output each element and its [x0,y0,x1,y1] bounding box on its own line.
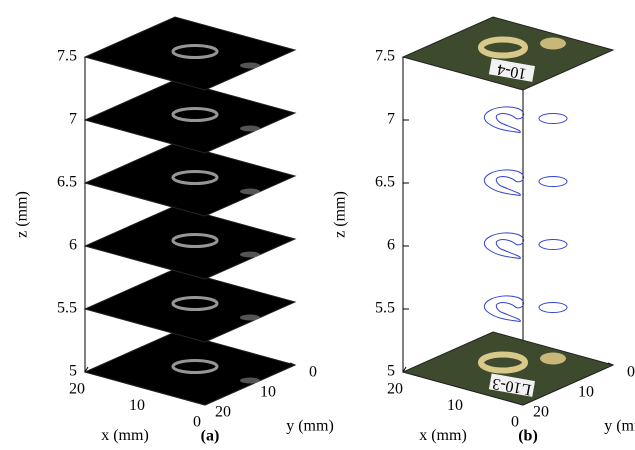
x-tick-label: 10 [129,397,145,414]
tissue [240,378,260,384]
contour [539,177,567,187]
image-slice [85,206,295,279]
image-slice [85,143,295,216]
z-tick-label: 6.5 [57,174,77,191]
z-tick-label: 5 [69,363,77,380]
y-tick-label: 10 [260,384,276,401]
z-tick-label: 5 [387,363,395,380]
image-slice [85,80,295,153]
y-tick-label: 0 [309,364,317,381]
y-axis-label: y (mm) [286,418,334,435]
panel-label: (b) [518,428,538,445]
z-tick-label: 6 [69,237,77,254]
z-tick-label: 5.5 [57,300,77,317]
tissue [240,189,260,195]
z-tick-label: 6 [387,237,395,254]
z-tick-label: 7.5 [375,48,395,65]
tissue [240,63,260,69]
contour [484,107,523,133]
z-tick-label: 7 [387,111,395,128]
contour [484,170,523,196]
z-tick-label: 5.5 [375,300,395,317]
z-axis-label: z (mm) [332,191,349,238]
x-tick-label: 20 [69,381,85,398]
x-axis-label: x (mm) [101,427,149,444]
tissue [240,315,260,321]
contour [539,240,567,250]
z-tick-label: 6.5 [375,174,395,191]
contour [484,233,523,259]
specimen [540,38,566,50]
x-axis-label: x (mm) [419,427,467,444]
tissue [240,126,260,132]
y-tick-label: 20 [215,404,231,421]
z-tick-label: 7.5 [57,48,77,65]
y-tick-label: 10 [578,384,594,401]
x-tick-label: 10 [447,397,463,414]
image-slice [85,17,295,90]
image-slice [85,269,295,342]
z-tick-label: 7 [69,111,77,128]
y-tick-label: 0 [627,364,635,381]
y-tick-label: 20 [533,404,549,421]
contour [539,114,567,124]
figure: 5 5.5 6 6.5 7 7.5 0 10 20 0 10 20 z (mm) x (mm) y (mm)… [0,0,635,450]
contour [484,296,523,322]
tissue [240,252,260,258]
contour [539,303,567,313]
z-axis-label: z (mm) [14,191,31,238]
panel-label: (a) [201,428,220,445]
x-tick-label: 20 [387,381,403,398]
y-axis-label: y (mm) [604,418,635,435]
specimen [540,353,566,365]
